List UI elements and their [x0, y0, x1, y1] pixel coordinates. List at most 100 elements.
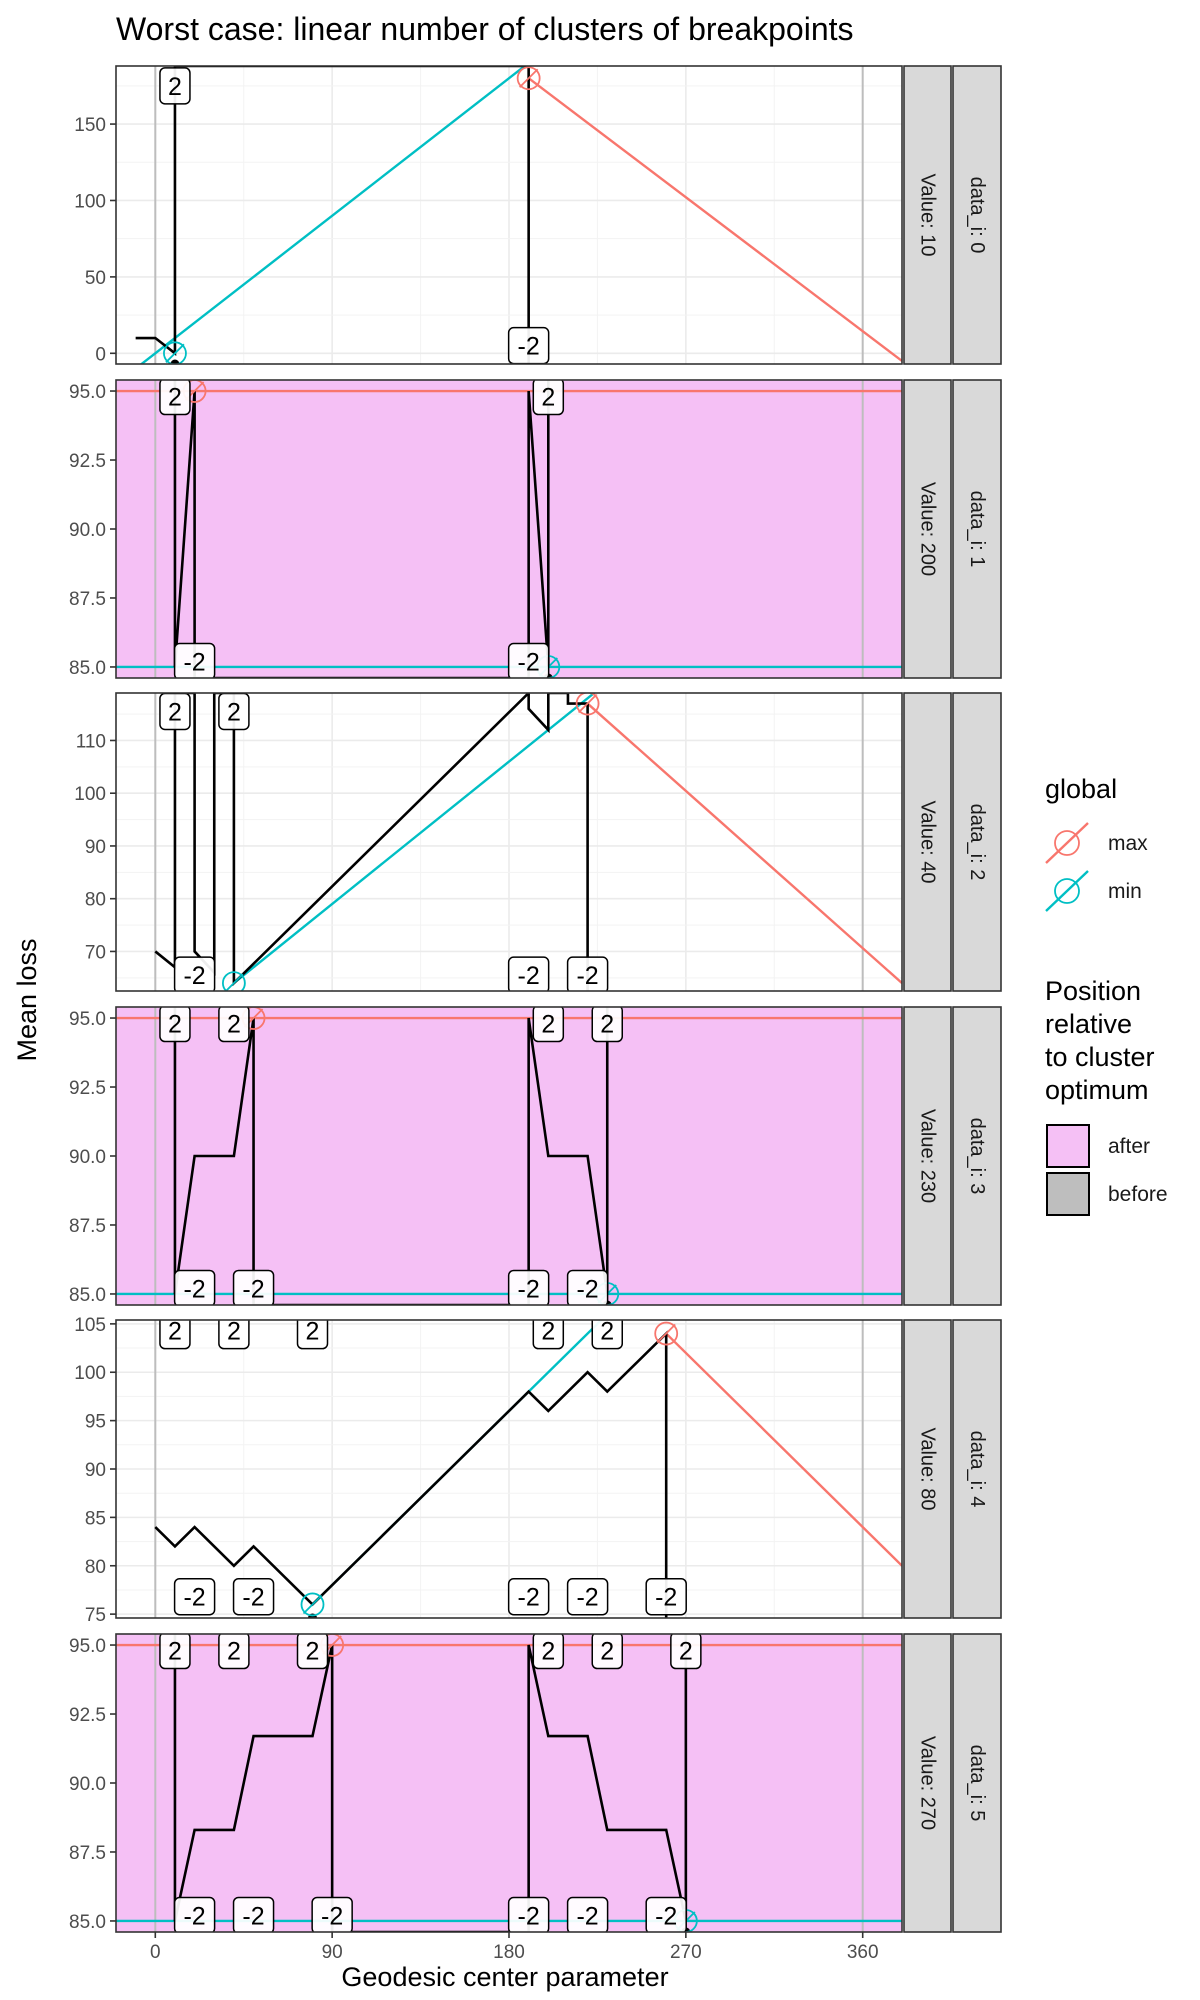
breakpoint-label-box — [532, 1007, 565, 1043]
global-max-marker — [516, 66, 541, 91]
breakpoint-label-box — [532, 1634, 565, 1670]
x-tick-label: 360 — [847, 1942, 879, 1963]
global-min-marker-circle — [163, 341, 187, 364]
breakpoint-label: -2 — [566, 1896, 609, 1932]
y-tick-label: 95.0 — [69, 1636, 106, 1657]
global-min-marker — [222, 971, 246, 991]
breakpoint-label-box — [645, 1896, 687, 1932]
x-tick-label: 0 — [150, 1942, 161, 1963]
y-tick-label: 110 — [76, 731, 106, 752]
global-max-marker — [654, 1321, 679, 1346]
breakpoint-label-box — [645, 1577, 687, 1616]
chart-title: Worst case: linear number of clusters of… — [116, 11, 854, 47]
breakpoint-label-box — [218, 1007, 250, 1043]
y-tick-label: 90.0 — [69, 1774, 106, 1795]
strip-data-label: data_i: 4 — [966, 1431, 988, 1508]
y-tick-label: 87.5 — [69, 1843, 106, 1864]
strip-data-box — [952, 1006, 1002, 1306]
breakpoint-label: -2 — [507, 1269, 550, 1305]
breakpoint-label-box — [591, 1634, 623, 1670]
breakpoint-label: 2 — [218, 1634, 250, 1670]
breakpoint-label-box — [173, 1896, 216, 1932]
breakpoint-label-box — [311, 1896, 353, 1932]
breakpoint-label: 2 — [159, 380, 191, 416]
loss-curve — [173, 1634, 688, 1932]
breakpoint-label: -2 — [173, 642, 216, 678]
global-min-marker — [300, 1592, 325, 1617]
breakpoint-label: 2 — [532, 1007, 565, 1043]
legend-title-position: relative — [1045, 1009, 1132, 1039]
breakpoint-label: -2 — [645, 1896, 687, 1932]
breakpoint-label-box — [566, 1269, 609, 1305]
legend-key-circle — [1054, 830, 1080, 856]
strip-data-label: data_i: 1 — [966, 491, 988, 568]
legend-label-before: before — [1108, 1183, 1168, 1206]
breakpoint-label-box — [532, 380, 565, 416]
breakpoint-label: -2 — [507, 956, 550, 991]
x-axis: 0 90 180 270 360 — [150, 1932, 879, 1963]
breakpoint-label-box — [591, 1007, 623, 1043]
breakpoint-label: 2 — [591, 1634, 623, 1670]
y-tick-label: 92.5 — [69, 451, 106, 472]
breakpoint-label: 2 — [296, 1318, 329, 1350]
breakpoint-label-box — [507, 642, 550, 678]
global-max-marker-circle — [575, 693, 600, 716]
breakpoint-label: -2 — [507, 326, 550, 364]
y-tick-label: 90.0 — [69, 1147, 106, 1168]
x-axis-title: Geodesic center parameter — [341, 1962, 668, 1992]
strip-value-label: Value: 10 — [917, 173, 939, 256]
strip-value-box — [903, 65, 952, 365]
breakpoint-label-text: 2 — [306, 1318, 320, 1346]
breakpoint-label-box — [232, 1577, 275, 1616]
breakpoint-label-text: -2 — [518, 1584, 540, 1612]
y-tick-label: 95 — [85, 1412, 106, 1433]
breakpoint-label: 2 — [218, 1320, 250, 1350]
strip-data-label: data_i: 5 — [966, 1745, 988, 1822]
breakpoint-label-box — [173, 642, 216, 678]
y-tick-label: 100 — [74, 191, 106, 212]
global-min-marker-slash — [302, 1594, 323, 1615]
x-tick-label: 90 — [322, 1942, 343, 1963]
global-max-marker — [575, 693, 600, 716]
breakpoint-label-text: 2 — [227, 1638, 241, 1666]
breakpoint-label-box — [670, 1634, 702, 1670]
breakpoint-label-text: 2 — [600, 1011, 614, 1039]
panel-border — [115, 692, 903, 992]
panel-background — [116, 1634, 902, 1932]
breakpoint-label: 2 — [532, 380, 565, 416]
breakpoint-label: -2 — [173, 1269, 216, 1305]
breakpoint-label-box — [159, 1634, 191, 1670]
global-min-marker-circle — [222, 971, 246, 991]
breakpoint-label: 2 — [218, 1007, 250, 1043]
y-tick-label: 105 — [74, 1315, 106, 1336]
breakpoint-label: -2 — [566, 956, 609, 991]
breakpoint-label-box — [159, 1007, 191, 1043]
y-tick-label: 50 — [85, 268, 106, 289]
y-tick-label: 85.0 — [69, 1285, 106, 1306]
loss-curve — [154, 1330, 668, 1618]
strip-value-label: Value: 80 — [917, 1427, 939, 1510]
legend-key-min — [1045, 870, 1089, 912]
strip-value-label: Value: 200 — [917, 482, 939, 576]
strip-data-box — [952, 65, 1002, 365]
breakpoint-label: -2 — [173, 1577, 216, 1616]
y-tick-label: 92.5 — [69, 1078, 106, 1099]
breakpoint-label: -2 — [645, 1577, 687, 1616]
breakpoint-label-text: -2 — [183, 1275, 205, 1303]
breakpoint-label: -2 — [311, 1896, 353, 1932]
breakpoint-label-text: -2 — [655, 1584, 677, 1612]
breakpoint-label-text: -2 — [655, 1902, 677, 1930]
breakpoint-label-box — [173, 956, 216, 991]
breakpoint-label-box — [507, 1269, 550, 1305]
breakpoint-label-box — [173, 1577, 216, 1616]
breakpoint-label-box — [507, 1577, 550, 1616]
legend-key-max — [1045, 822, 1089, 864]
breakpoint-label-text: -2 — [576, 1902, 598, 1930]
global-max-line — [665, 1332, 902, 1567]
legend-title-global: global — [1045, 774, 1117, 804]
strip-value-box — [903, 1633, 952, 1933]
breakpoint-label: -2 — [173, 956, 216, 991]
y-tick-label: 95.0 — [69, 382, 106, 403]
breakpoint-label-text: 2 — [600, 1638, 614, 1666]
